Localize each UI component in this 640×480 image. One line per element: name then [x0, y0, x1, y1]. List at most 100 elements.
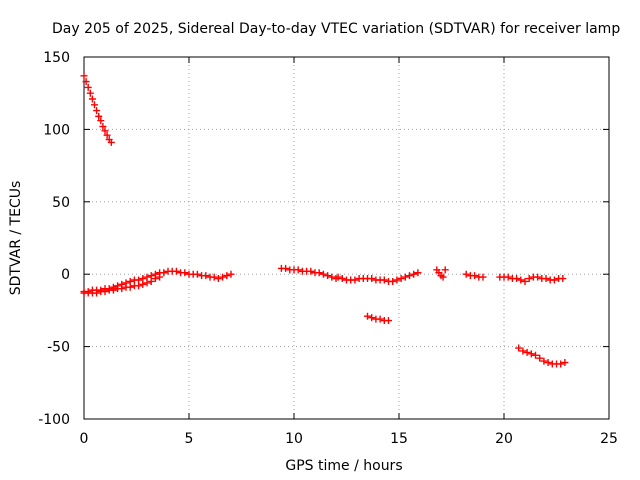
series-arc-6 — [496, 273, 567, 285]
data-point — [107, 138, 115, 146]
y-tick-label: -100 — [38, 412, 70, 428]
data-point — [439, 273, 447, 281]
y-tick-label: 0 — [61, 267, 70, 283]
data-point — [93, 107, 101, 115]
data-point — [126, 283, 134, 291]
data-point — [99, 123, 107, 131]
data-point — [181, 269, 189, 277]
data-point — [101, 127, 109, 135]
data-point — [160, 269, 168, 277]
x-tick-label: 20 — [495, 431, 513, 447]
data-point — [364, 312, 371, 320]
data-point — [504, 273, 512, 281]
data-point — [172, 267, 180, 275]
data-point — [540, 357, 548, 365]
y-tick-labels: -100 -50 0 50 100 150 — [38, 50, 70, 428]
y-axis-label: SDTVAR / TECUs — [8, 181, 24, 296]
data-point — [544, 359, 552, 367]
data-point — [135, 282, 143, 290]
data-point — [550, 276, 558, 284]
data-point — [334, 273, 342, 281]
data-point — [368, 314, 376, 322]
data-point — [319, 270, 327, 278]
data-point — [532, 351, 539, 359]
data-point — [519, 347, 527, 355]
plot-frame — [83, 56, 610, 420]
x-tick-label: 10 — [285, 431, 303, 447]
x-tick-label: 5 — [185, 431, 194, 447]
data-point — [557, 360, 565, 368]
data-point — [527, 350, 535, 358]
axis-ticks — [83, 56, 610, 420]
data-point — [414, 269, 422, 277]
series-arc-5 — [462, 270, 487, 281]
x-axis-label: GPS time / hours — [285, 458, 402, 474]
data-point — [202, 272, 210, 280]
data-point — [525, 275, 533, 283]
y-tick-label: 150 — [43, 50, 70, 66]
data-point — [380, 276, 388, 284]
x-tick-label: 25 — [600, 431, 618, 447]
series-arc-2 — [277, 264, 340, 283]
data-point — [479, 273, 487, 281]
data-point — [118, 285, 126, 293]
data-point — [147, 277, 155, 285]
data-point — [559, 275, 567, 283]
data-point — [294, 266, 302, 274]
series-arc-4 — [433, 266, 449, 281]
data-point — [397, 275, 405, 283]
data-point — [143, 279, 151, 287]
data-point — [156, 273, 164, 281]
data-point — [517, 276, 525, 284]
data-point — [536, 354, 544, 362]
data-point — [307, 267, 315, 275]
data-point — [561, 359, 569, 367]
x-tick-label: 0 — [80, 431, 89, 447]
data-point — [223, 272, 231, 280]
data-point — [315, 269, 323, 277]
x-tick-label: 15 — [390, 431, 408, 447]
data-point — [324, 272, 332, 280]
data-point — [368, 275, 376, 283]
data-point — [282, 264, 290, 272]
data-point — [542, 275, 550, 283]
data-point — [441, 266, 449, 274]
data-point — [410, 270, 418, 278]
data-point — [534, 273, 542, 281]
series-early-decline — [80, 72, 115, 146]
data-point — [351, 276, 359, 284]
data-point — [95, 112, 103, 120]
data-point — [521, 277, 529, 285]
y-tick-label: 50 — [52, 195, 70, 211]
series-arc-3-dip — [364, 312, 392, 325]
x-tick-labels: 0 5 10 15 20 25 — [80, 431, 618, 447]
chart-title: Day 205 of 2025, Sidereal Day-to-day VTE… — [52, 21, 620, 37]
data-point — [80, 72, 88, 80]
data-point — [328, 273, 336, 281]
data-point — [84, 83, 92, 91]
data-point — [385, 317, 392, 325]
data-point — [93, 289, 101, 297]
data-point — [210, 273, 218, 281]
data-point — [219, 273, 227, 281]
data-point — [389, 277, 397, 285]
data-point — [82, 78, 90, 86]
data-point — [513, 275, 521, 283]
data-point — [91, 101, 98, 109]
gridlines — [84, 57, 609, 419]
data-point — [109, 286, 117, 294]
y-tick-label: -50 — [47, 340, 70, 356]
data-point — [101, 288, 109, 296]
data-point — [86, 89, 94, 97]
y-tick-label: 100 — [43, 122, 70, 138]
data-point — [393, 276, 401, 284]
data-point — [515, 344, 523, 352]
data-point — [103, 131, 111, 139]
data-point — [338, 275, 346, 283]
data-point — [406, 272, 413, 280]
data-point — [523, 348, 531, 356]
data-point — [97, 117, 105, 125]
series-arc-7 — [515, 344, 569, 368]
data-points — [80, 72, 569, 368]
